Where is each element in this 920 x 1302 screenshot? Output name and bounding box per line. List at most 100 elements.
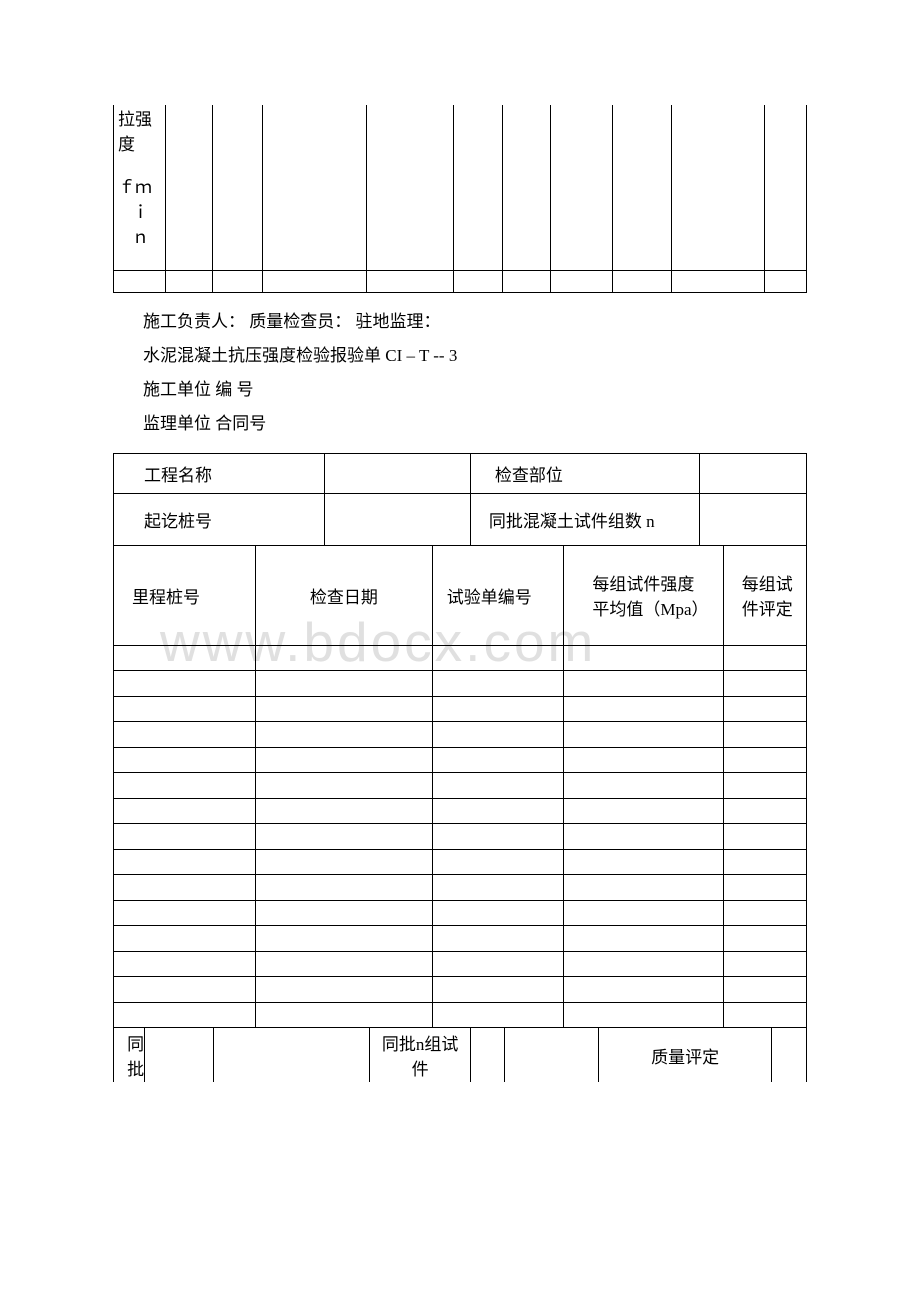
- cell: [723, 951, 806, 977]
- table-row: [114, 798, 256, 824]
- cell: [723, 875, 806, 901]
- cell: [470, 1028, 505, 1083]
- supervision-unit: 监理单位 合同号: [143, 407, 807, 441]
- table-row: [114, 926, 256, 952]
- th-test-no: 试验单编号: [432, 545, 564, 645]
- table-row: [114, 824, 256, 850]
- table-row: [114, 977, 256, 1003]
- cell: [723, 824, 806, 850]
- th-same-batch: 同批混凝土试件组数 n: [470, 493, 699, 545]
- cell: [262, 105, 366, 270]
- cell: [765, 270, 807, 292]
- cell: [564, 1002, 723, 1028]
- cell: [432, 773, 564, 799]
- cell: [325, 453, 471, 493]
- table-row: [114, 875, 256, 901]
- cell: [432, 798, 564, 824]
- cell: [564, 824, 723, 850]
- cell: [503, 105, 550, 270]
- cell: [564, 849, 723, 875]
- th-same-batch-footer: 同批: [114, 1028, 145, 1083]
- cell: [564, 773, 723, 799]
- cell: [723, 722, 806, 748]
- table-row: [114, 747, 256, 773]
- cell: [564, 696, 723, 722]
- cell: [432, 696, 564, 722]
- cell: [432, 900, 564, 926]
- table-row: [114, 900, 256, 926]
- cell: [723, 900, 806, 926]
- cell: [432, 875, 564, 901]
- cell: [432, 951, 564, 977]
- cell: [723, 747, 806, 773]
- cell: [256, 977, 433, 1003]
- cell: [256, 1002, 433, 1028]
- table-row: [114, 951, 256, 977]
- cell: [699, 453, 806, 493]
- cell: [325, 493, 471, 545]
- cell: [564, 798, 723, 824]
- cell: [671, 105, 765, 270]
- cell: [612, 105, 671, 270]
- cell: [213, 270, 263, 292]
- cell: [256, 824, 433, 850]
- cell: [564, 977, 723, 1003]
- cell: [432, 1002, 564, 1028]
- cell: [145, 1028, 214, 1083]
- label-tensile-strength: 拉强度: [118, 105, 161, 155]
- cell: [765, 105, 807, 270]
- cell: [432, 926, 564, 952]
- cell: [432, 747, 564, 773]
- cell: [256, 926, 433, 952]
- th-check-part: 检查部位: [470, 453, 699, 493]
- label-group-strength: 每组试件强度: [566, 570, 720, 595]
- cell: [564, 875, 723, 901]
- cell: [366, 105, 453, 270]
- cell: [564, 900, 723, 926]
- cell: [564, 645, 723, 671]
- cell: [256, 747, 433, 773]
- cell: [256, 773, 433, 799]
- table-row: [114, 722, 256, 748]
- cell: [564, 926, 723, 952]
- cell: [256, 645, 433, 671]
- cell: [723, 1002, 806, 1028]
- cell: [723, 849, 806, 875]
- cell: [723, 696, 806, 722]
- cell: [256, 722, 433, 748]
- cell: [564, 722, 723, 748]
- cell: [503, 270, 550, 292]
- table1: 拉强度 ｆｍｉｎ: [113, 105, 807, 293]
- cell: [432, 645, 564, 671]
- cell: [256, 671, 433, 697]
- cell: [256, 798, 433, 824]
- cell: [723, 645, 806, 671]
- cell: [432, 849, 564, 875]
- table-row: [114, 645, 256, 671]
- cell: [550, 270, 612, 292]
- cell: [564, 951, 723, 977]
- cell: [723, 926, 806, 952]
- cell: [432, 824, 564, 850]
- table-row: [114, 696, 256, 722]
- table-row: [114, 773, 256, 799]
- cell: [114, 270, 166, 292]
- form-title: 水泥混凝土抗压强度检验报验单 CI – T -- 3: [143, 339, 807, 373]
- cell: [256, 951, 433, 977]
- cell: [723, 798, 806, 824]
- cell: [550, 105, 612, 270]
- cell: [366, 270, 453, 292]
- label-fmin: ｆｍｉｎ: [118, 173, 161, 248]
- cell: [699, 493, 806, 545]
- th-n-group: 同批n组试件: [370, 1028, 470, 1083]
- th-group-strength: 每组试件强度 平均值（Mpa）: [564, 545, 723, 645]
- th-stake-range: 起讫桩号: [114, 493, 325, 545]
- signature-line: 施工负责人： 质量检查员： 驻地监理：: [143, 305, 807, 339]
- cell: [165, 105, 212, 270]
- th-group-eval: 每组试件评定: [723, 545, 806, 645]
- cell: [432, 671, 564, 697]
- cell: [723, 773, 806, 799]
- cell: [213, 105, 263, 270]
- cell: [564, 747, 723, 773]
- table1-rowlabel: 拉强度 ｆｍｉｎ: [114, 105, 166, 270]
